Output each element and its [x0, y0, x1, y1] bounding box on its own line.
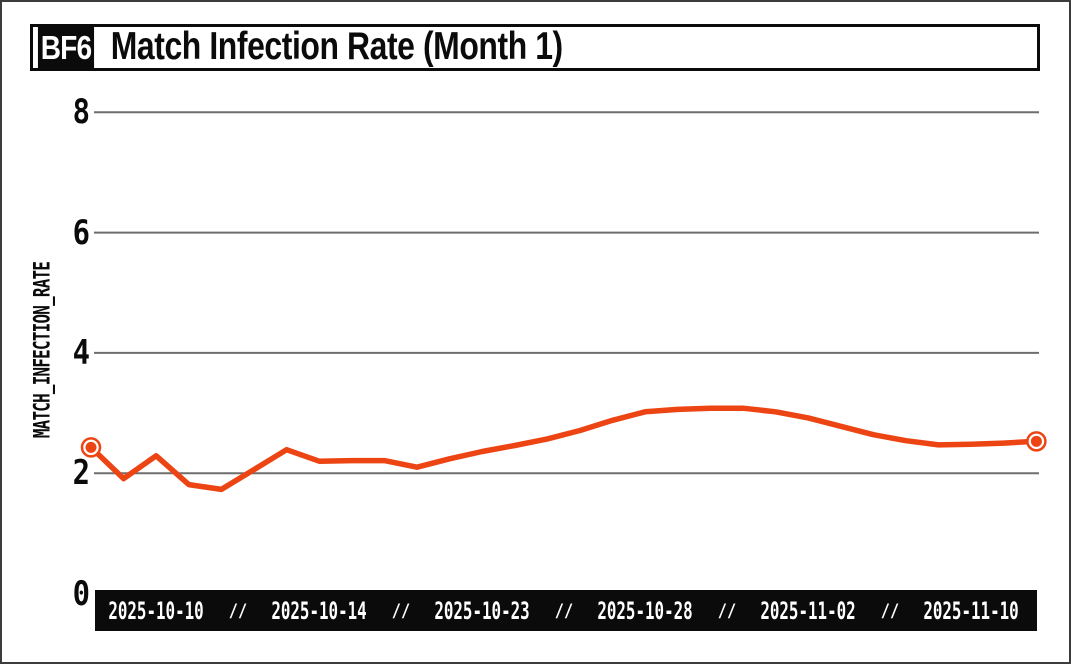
x-tick-label: 2025-11-10 — [923, 596, 1019, 625]
x-tick-separator: // — [391, 600, 410, 621]
x-tick-separator: // — [554, 600, 573, 621]
x-tick-label: 2025-10-23 — [434, 596, 530, 625]
x-axis-bar: 2025-10-10 // 2025-10-14 // 2025-10-23 // 2025… — [95, 590, 1037, 631]
x-tick-separator: // — [880, 600, 899, 621]
y-tick-label: 4 — [72, 332, 90, 373]
endpoint-marker-dot — [1030, 435, 1042, 447]
x-tick-label: 2025-10-14 — [271, 596, 367, 625]
y-tick-label: 0 — [72, 573, 90, 614]
x-tick-label: 2025-10-10 — [108, 596, 204, 625]
y-tick-label: 2 — [72, 453, 90, 494]
infection-rate-line — [88, 405, 1040, 493]
chart-title: Match Infection Rate (Month 1) — [110, 25, 563, 69]
x-tick-label: 2025-10-28 — [597, 596, 693, 625]
y-tick-label: 8 — [72, 92, 90, 133]
x-tick-separator: // — [228, 600, 247, 621]
title-bar: BF6 Match Infection Rate (Month 1) — [30, 24, 1040, 71]
game-badge: BF6 — [37, 27, 95, 68]
x-tick-label: 2025-11-02 — [760, 596, 856, 625]
endpoint-marker-dot — [85, 441, 97, 453]
y-tick-label: 6 — [72, 212, 90, 253]
x-tick-separator: // — [717, 600, 736, 621]
